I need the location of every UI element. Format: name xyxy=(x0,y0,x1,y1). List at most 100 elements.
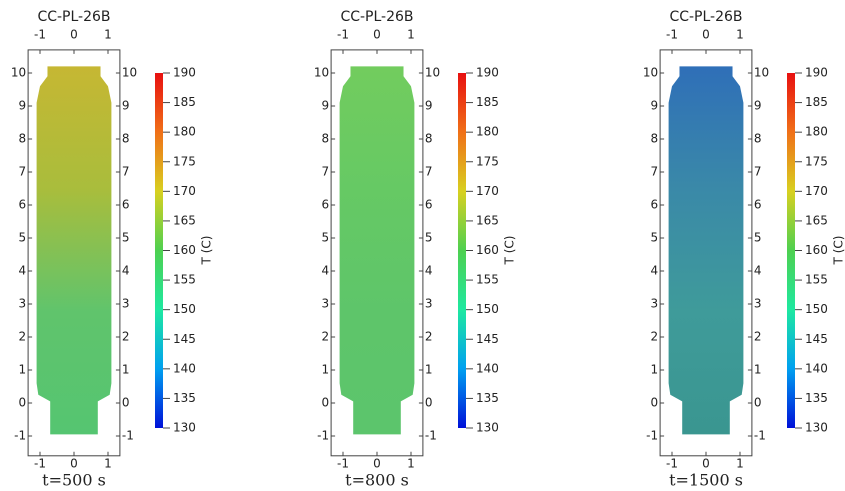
x-tick-label: 1 xyxy=(104,28,112,42)
y-tick-label: 9 xyxy=(122,99,130,113)
y-tick-label: 4 xyxy=(18,264,26,278)
y-tick-label: 3 xyxy=(650,297,658,311)
colorbar-tick-label: 160 xyxy=(476,243,499,257)
x-tick-label: 0 xyxy=(373,457,381,471)
y-tick-label: 5 xyxy=(321,231,329,245)
colorbar-tick-label: 135 xyxy=(805,391,828,405)
y-tick-label: 7 xyxy=(18,165,26,179)
colorbar-tick-label: 165 xyxy=(173,213,196,227)
colorbar-label: T (C) xyxy=(200,236,214,266)
y-tick-label: 3 xyxy=(18,297,26,311)
y-tick-label: 3 xyxy=(122,297,130,311)
y-tick-label: 10 xyxy=(11,66,26,80)
x-tick-label: 1 xyxy=(407,457,415,471)
colorbar-tick-label: 160 xyxy=(173,243,196,257)
y-tick-label: 2 xyxy=(650,330,658,344)
colorbar-tick-label: 190 xyxy=(476,66,499,80)
y-tick-label: 6 xyxy=(122,198,130,212)
colorbar-tick-label: 130 xyxy=(476,421,499,435)
y-tick-label: 4 xyxy=(650,264,658,278)
y-tick-label: 4 xyxy=(754,264,762,278)
colorbar-tick-label: 185 xyxy=(805,95,828,109)
colorbar-tick-label: 165 xyxy=(476,213,499,227)
colorbar-tick-label: 140 xyxy=(173,361,196,375)
y-tick-label: 7 xyxy=(650,165,658,179)
y-tick-label: 5 xyxy=(425,231,433,245)
y-tick-label: -1 xyxy=(14,429,26,443)
colorbar-tick-label: 180 xyxy=(805,125,828,139)
y-tick-label: 0 xyxy=(650,396,658,410)
colorbar-tick-label: 175 xyxy=(173,154,196,168)
colorbar-tick-label: 145 xyxy=(476,332,499,346)
colorbar-tick-label: 185 xyxy=(476,95,499,109)
y-tick-label: 4 xyxy=(425,264,433,278)
colorbar-tick-label: 140 xyxy=(805,361,828,375)
colorbar-tick-label: 155 xyxy=(805,273,828,287)
colorbar-tick-label: 145 xyxy=(173,332,196,346)
y-tick-label: 3 xyxy=(754,297,762,311)
y-tick-label: 2 xyxy=(321,330,329,344)
y-tick-label: 8 xyxy=(18,132,26,146)
y-tick-label: 1 xyxy=(650,363,658,377)
y-tick-label: -1 xyxy=(646,429,658,443)
y-tick-label: 1 xyxy=(425,363,433,377)
y-tick-label: 9 xyxy=(754,99,762,113)
colorbar-tick-label: 155 xyxy=(476,273,499,287)
colorbar-tick-label: 175 xyxy=(805,154,828,168)
y-tick-label: 4 xyxy=(122,264,130,278)
y-tick-label: 3 xyxy=(425,297,433,311)
x-tick-label: 0 xyxy=(702,457,710,471)
colorbar-tick-label: 130 xyxy=(173,421,196,435)
y-tick-label: 4 xyxy=(321,264,329,278)
y-tick-label: 1 xyxy=(122,363,130,377)
y-tick-label: 0 xyxy=(122,396,130,410)
y-tick-label: 2 xyxy=(122,330,130,344)
colorbar-tick-label: 185 xyxy=(173,95,196,109)
colorbar-tick-label: 160 xyxy=(805,243,828,257)
y-tick-label: -1 xyxy=(317,429,329,443)
y-tick-label: 5 xyxy=(650,231,658,245)
y-tick-label: 10 xyxy=(425,66,440,80)
y-tick-label: 2 xyxy=(754,330,762,344)
x-tick-label: -1 xyxy=(666,457,678,471)
panel-title: CC-PL-26B xyxy=(37,9,110,25)
colorbar-tick-label: 170 xyxy=(173,184,196,198)
y-tick-label: 9 xyxy=(425,99,433,113)
x-tick-label: 0 xyxy=(70,28,78,42)
panel-title: CC-PL-26B xyxy=(340,9,413,25)
y-tick-label: 9 xyxy=(18,99,26,113)
y-tick-label: 7 xyxy=(425,165,433,179)
colorbar-tick-label: 165 xyxy=(805,213,828,227)
colorbar-tick-label: 170 xyxy=(476,184,499,198)
colorbar-label: T (C) xyxy=(832,236,845,266)
x-tick-label: 1 xyxy=(736,28,744,42)
colorbar-tick-label: 180 xyxy=(173,125,196,139)
x-tick-label: 1 xyxy=(736,457,744,471)
colorbar-tick-label: 170 xyxy=(805,184,828,198)
y-tick-label: 3 xyxy=(321,297,329,311)
caption: t=500 s xyxy=(42,471,106,490)
y-tick-label: 1 xyxy=(18,363,26,377)
y-tick-label: 5 xyxy=(122,231,130,245)
colorbar-tick-label: 135 xyxy=(476,391,499,405)
x-tick-label: -1 xyxy=(34,457,46,471)
colorbar-tick-label: 180 xyxy=(476,125,499,139)
y-tick-label: 8 xyxy=(122,132,130,146)
y-tick-label: 8 xyxy=(650,132,658,146)
x-tick-label: -1 xyxy=(34,28,46,42)
y-tick-label: 7 xyxy=(321,165,329,179)
colorbar-tick-label: 130 xyxy=(805,421,828,435)
colorbar-tick-label: 175 xyxy=(476,154,499,168)
x-tick-label: 1 xyxy=(104,457,112,471)
y-tick-label: 0 xyxy=(321,396,329,410)
colorbar-tick-label: 150 xyxy=(476,302,499,316)
y-tick-label: 8 xyxy=(425,132,433,146)
x-tick-label: -1 xyxy=(337,457,349,471)
y-tick-label: 0 xyxy=(425,396,433,410)
y-tick-label: 0 xyxy=(754,396,762,410)
x-tick-label: 0 xyxy=(373,28,381,42)
temperature-field xyxy=(668,66,744,435)
x-tick-label: -1 xyxy=(337,28,349,42)
y-tick-label: 9 xyxy=(321,99,329,113)
